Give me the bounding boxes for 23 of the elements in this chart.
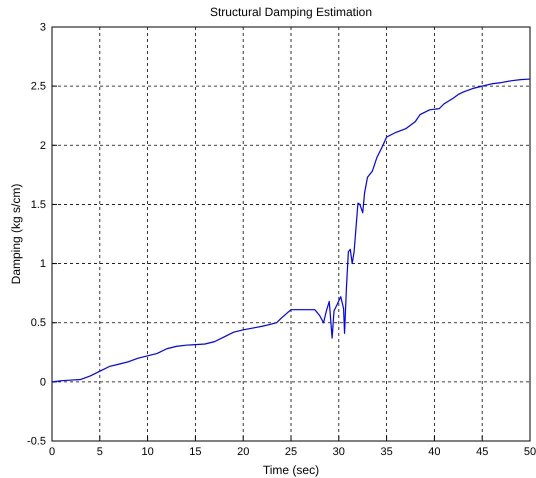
- chart-title: Structural Damping Estimation: [210, 5, 372, 19]
- y-axis-title: Damping (kg s/cm): [9, 184, 23, 284]
- y-tick-label: 1.5: [30, 198, 46, 211]
- x-tick-label: 15: [189, 446, 202, 458]
- x-tick-label: 25: [284, 446, 298, 458]
- x-tick-label: 30: [332, 446, 345, 458]
- y-tick-label: 1: [40, 258, 46, 270]
- x-tick-label: 40: [428, 446, 441, 458]
- y-tick-label: 0: [40, 376, 46, 388]
- y-tick-label: -0.5: [27, 436, 46, 448]
- y-tick-label: 3: [40, 22, 46, 34]
- x-tick-label: 35: [380, 446, 393, 458]
- x-tick-label: 20: [237, 446, 250, 458]
- y-tick-label: 2: [40, 140, 46, 152]
- x-tick-label: 45: [476, 446, 488, 458]
- line-series: [51, 78, 531, 382]
- x-tick-label: 0: [48, 446, 56, 458]
- x-tick-label: 50: [524, 446, 536, 458]
- y-tick-label: 2.5: [30, 80, 46, 93]
- x-axis-title: Time (sec): [262, 463, 320, 477]
- y-tick-label: 0.5: [30, 317, 46, 330]
- x-tick-label: 10: [141, 446, 154, 458]
- x-tick-label: 5: [96, 446, 103, 458]
